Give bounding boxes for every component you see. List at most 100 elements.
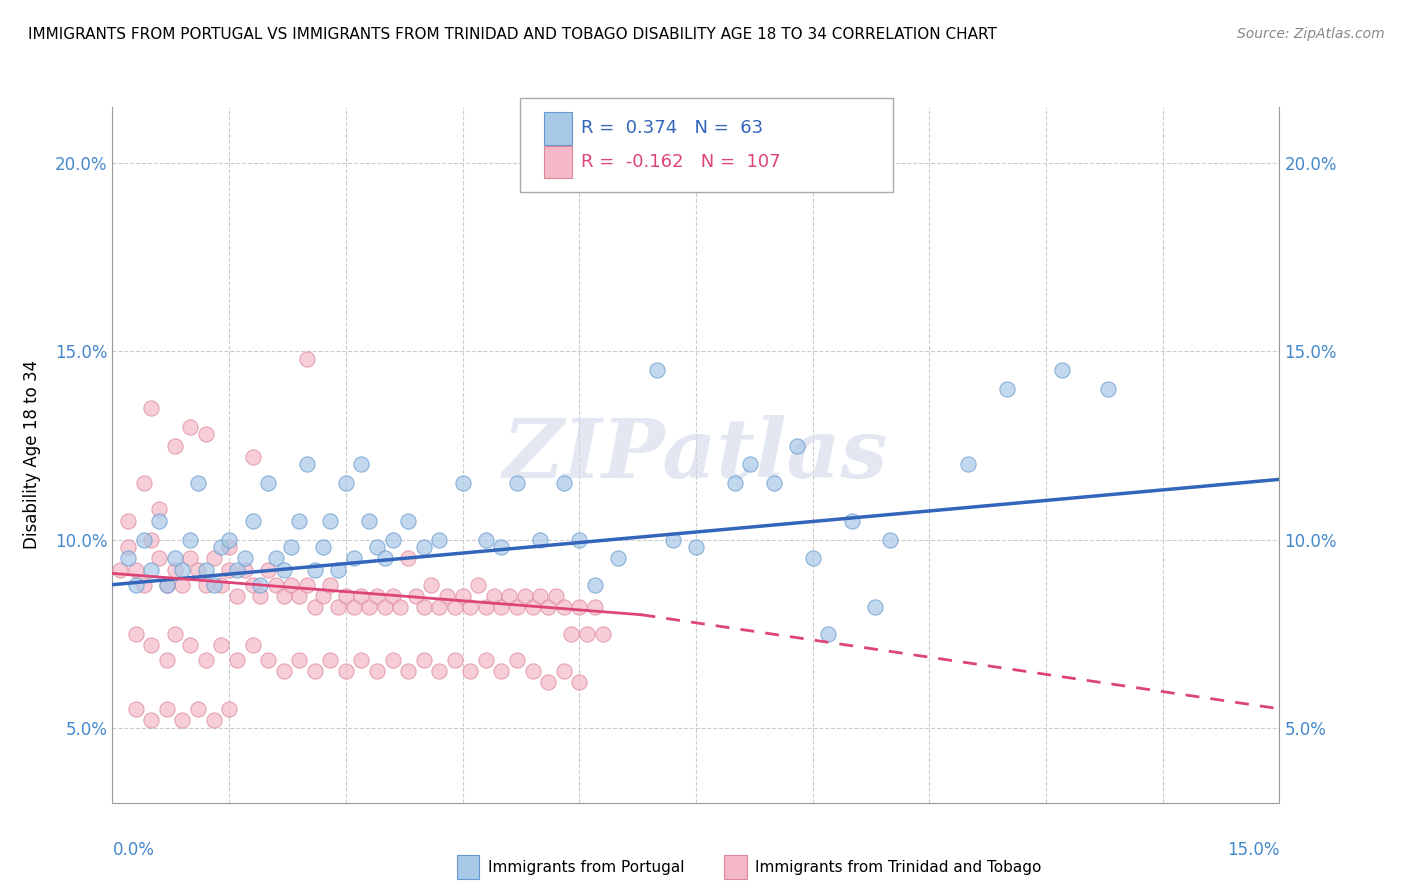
Point	[179, 533, 201, 547]
Point	[366, 540, 388, 554]
Point	[156, 577, 179, 591]
Point	[242, 638, 264, 652]
Point	[141, 713, 163, 727]
Point	[209, 540, 232, 554]
Point	[209, 638, 232, 652]
Point	[537, 675, 560, 690]
Point	[724, 476, 747, 491]
Point	[117, 540, 139, 554]
Point	[125, 702, 148, 716]
Point	[202, 713, 225, 727]
Point	[257, 476, 280, 491]
Point	[366, 664, 388, 678]
Point	[841, 514, 863, 528]
Point	[381, 653, 404, 667]
Point	[226, 589, 249, 603]
Point	[319, 514, 342, 528]
Point	[475, 600, 498, 615]
Point	[141, 638, 163, 652]
Point	[451, 476, 474, 491]
Text: Source: ZipAtlas.com: Source: ZipAtlas.com	[1237, 27, 1385, 41]
Point	[311, 589, 333, 603]
Text: Immigrants from Portugal: Immigrants from Portugal	[488, 860, 685, 874]
Point	[273, 589, 295, 603]
Point	[242, 514, 264, 528]
Point	[194, 427, 217, 442]
Point	[359, 600, 381, 615]
Point	[568, 600, 591, 615]
Point	[226, 653, 249, 667]
Point	[132, 577, 155, 591]
Point	[374, 600, 396, 615]
Point	[529, 589, 551, 603]
Point	[436, 589, 458, 603]
Point	[117, 551, 139, 566]
Point	[427, 664, 450, 678]
Point	[202, 551, 225, 566]
Point	[194, 577, 217, 591]
Point	[583, 600, 606, 615]
Point	[148, 514, 170, 528]
Text: R =  0.374   N =  63: R = 0.374 N = 63	[581, 120, 763, 137]
Point	[412, 600, 434, 615]
Point	[396, 664, 419, 678]
Point	[544, 589, 567, 603]
Point	[491, 600, 513, 615]
Point	[350, 653, 373, 667]
Point	[491, 540, 513, 554]
Point	[396, 551, 419, 566]
Point	[568, 533, 591, 547]
Point	[179, 638, 201, 652]
Point	[172, 563, 194, 577]
Point	[475, 653, 498, 667]
Point	[242, 577, 264, 591]
Point	[467, 577, 489, 591]
Point	[366, 589, 388, 603]
Point	[280, 577, 302, 591]
Point	[242, 450, 264, 464]
Point	[264, 577, 287, 591]
Point	[273, 563, 295, 577]
Point	[645, 363, 668, 377]
Point	[343, 600, 366, 615]
Text: 0.0%: 0.0%	[112, 841, 155, 859]
Point	[412, 653, 434, 667]
Point	[304, 563, 326, 577]
Point	[801, 551, 824, 566]
Point	[117, 514, 139, 528]
Point	[249, 589, 271, 603]
Point	[576, 626, 599, 640]
Point	[264, 551, 287, 566]
Point	[156, 577, 179, 591]
Point	[995, 382, 1018, 396]
Point	[475, 533, 498, 547]
Point	[661, 533, 683, 547]
Point	[233, 563, 256, 577]
Point	[568, 675, 591, 690]
Point	[335, 664, 357, 678]
Point	[412, 540, 434, 554]
Point	[209, 577, 232, 591]
Point	[156, 702, 179, 716]
Point	[583, 577, 606, 591]
Text: IMMIGRANTS FROM PORTUGAL VS IMMIGRANTS FROM TRINIDAD AND TOBAGO DISABILITY AGE 1: IMMIGRANTS FROM PORTUGAL VS IMMIGRANTS F…	[28, 27, 997, 42]
Point	[132, 533, 155, 547]
Point	[482, 589, 505, 603]
Point	[311, 540, 333, 554]
Point	[427, 533, 450, 547]
Point	[295, 577, 318, 591]
Text: Immigrants from Trinidad and Tobago: Immigrants from Trinidad and Tobago	[755, 860, 1042, 874]
Point	[350, 589, 373, 603]
Point	[553, 476, 575, 491]
Point	[202, 577, 225, 591]
Point	[218, 702, 240, 716]
Point	[460, 664, 482, 678]
Point	[879, 533, 901, 547]
Point	[405, 589, 427, 603]
Point	[110, 563, 132, 577]
Point	[288, 589, 311, 603]
Point	[319, 653, 342, 667]
Point	[863, 600, 886, 615]
Point	[233, 551, 256, 566]
Point	[427, 600, 450, 615]
